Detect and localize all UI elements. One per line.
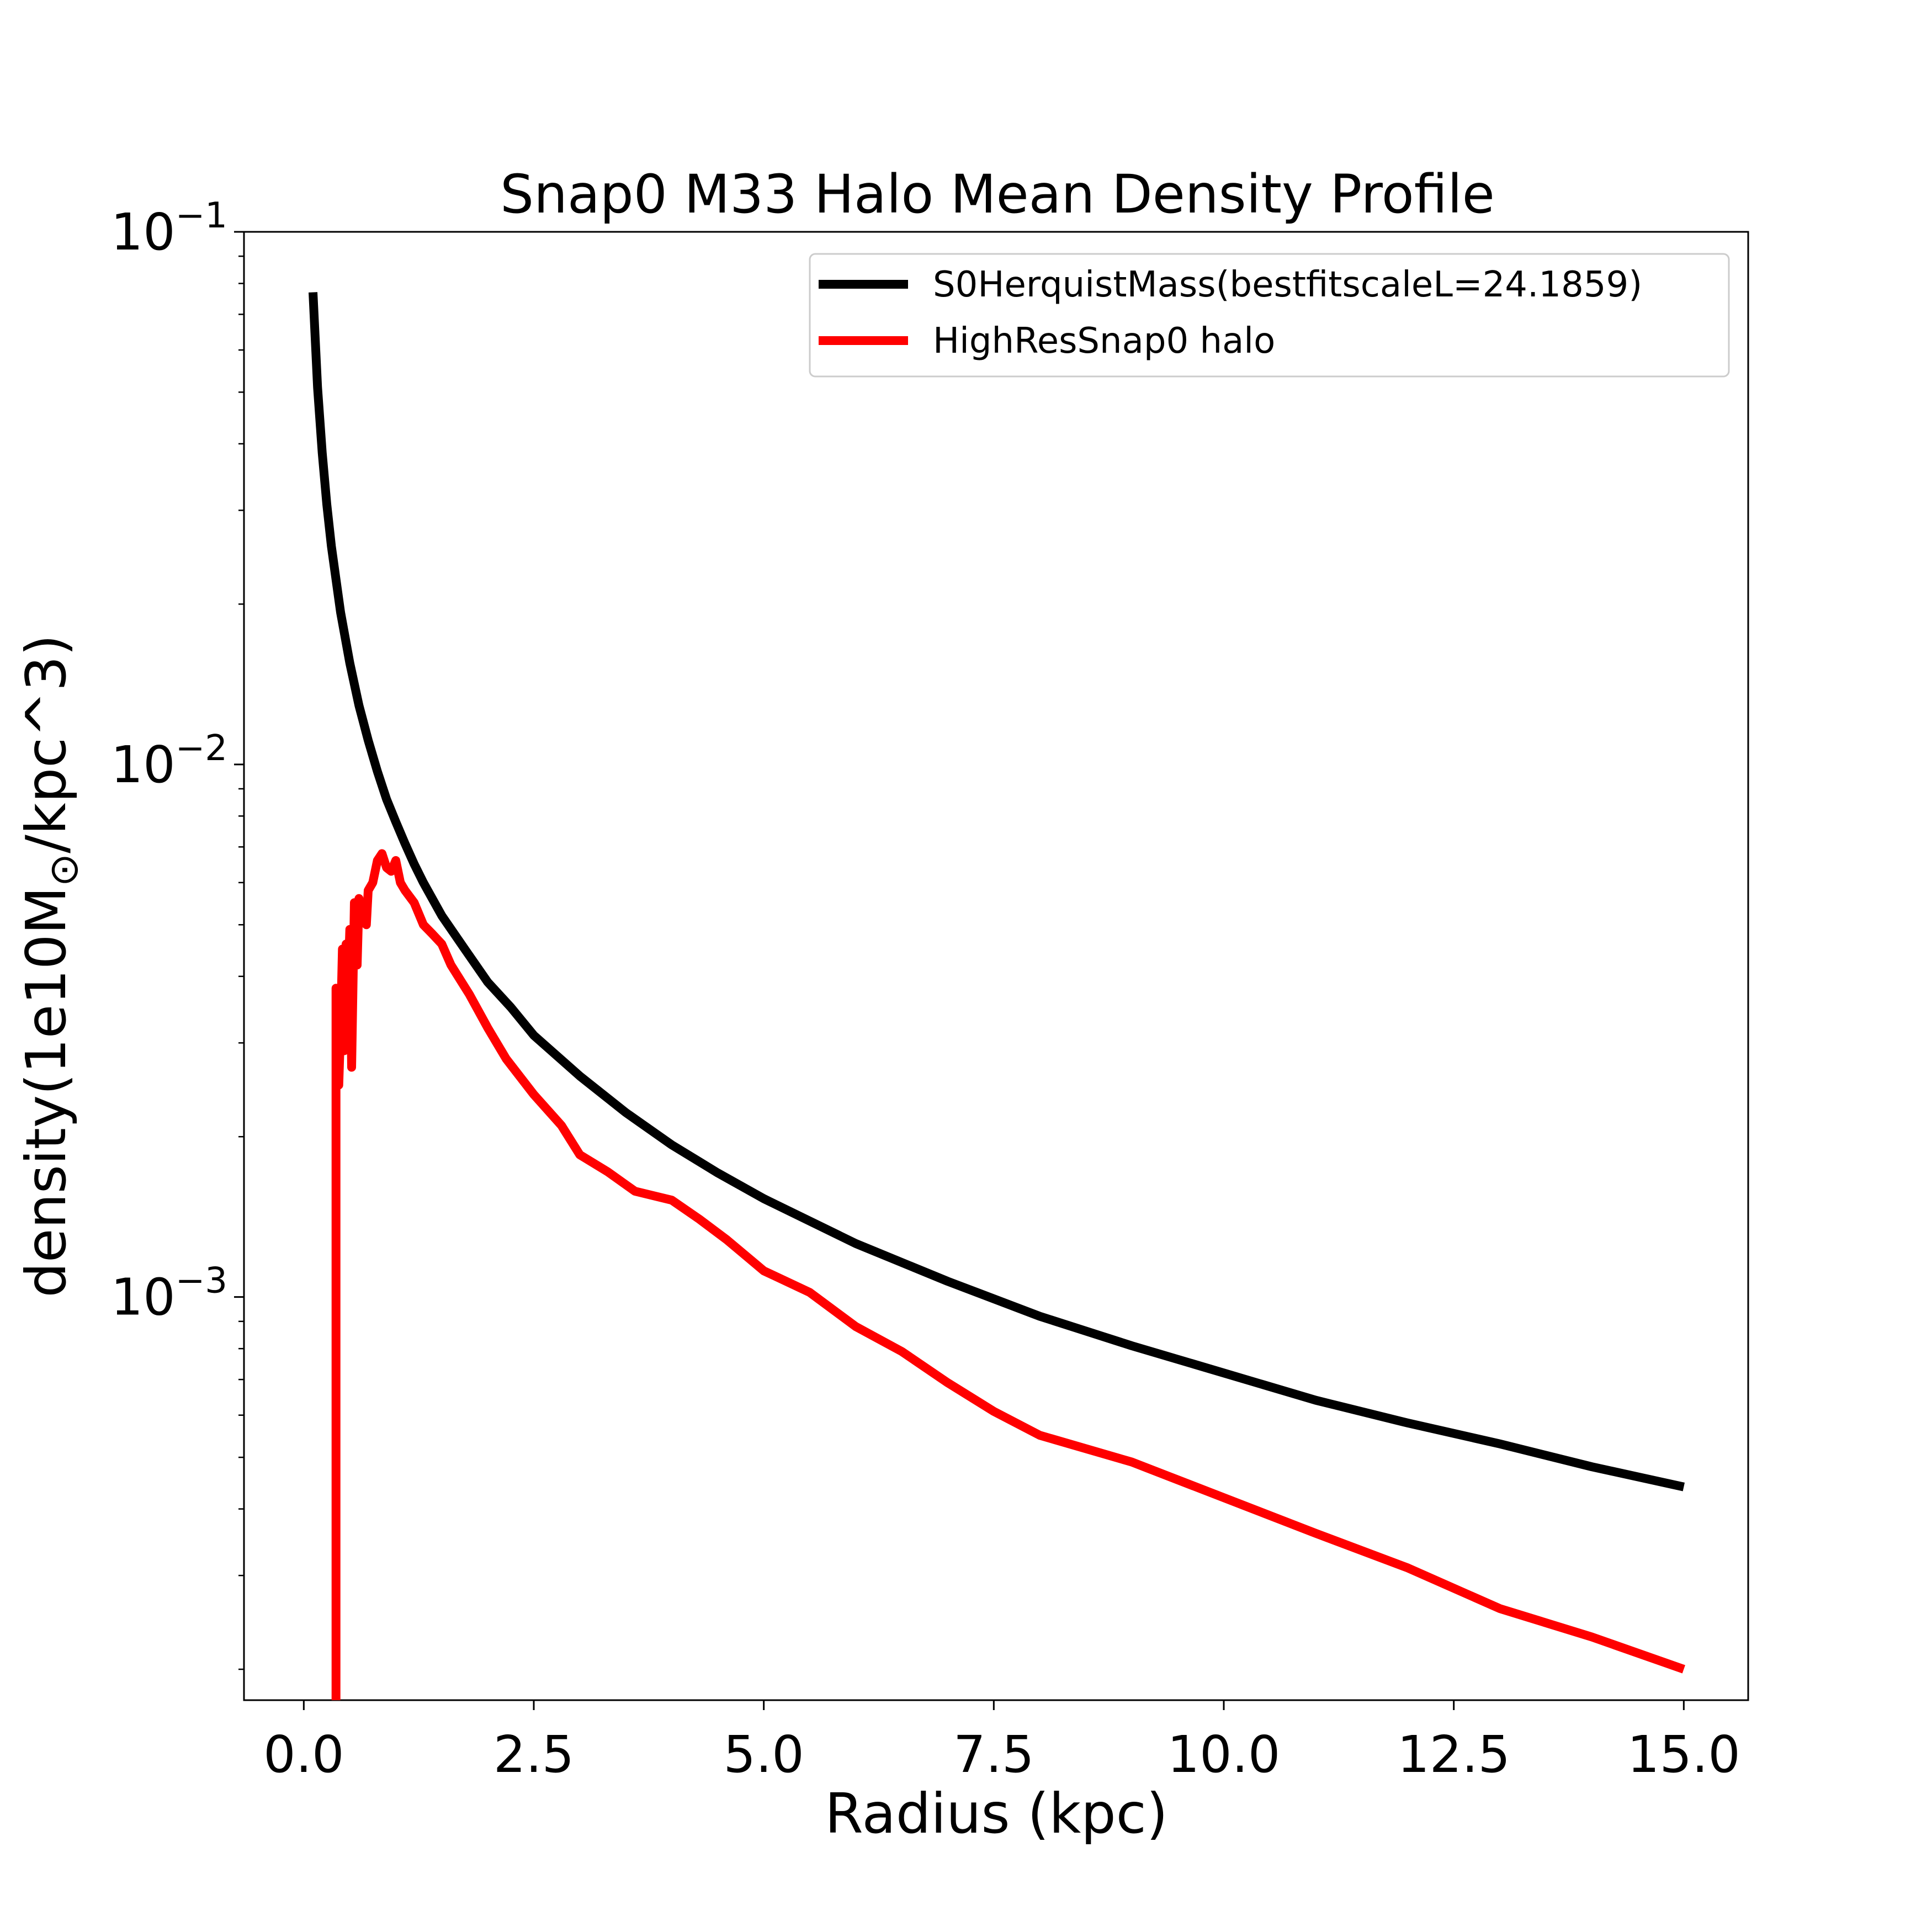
x-tick-label-5: 12.5 <box>1397 1725 1510 1784</box>
y-tick-base-0: 10 <box>111 203 176 262</box>
x-axis-ticks: 0.0 2.5 5.0 7.5 10.0 12.5 15.0 <box>263 1700 1740 1784</box>
x-tick-label-4: 10.0 <box>1167 1725 1281 1784</box>
legend-label-highres: HighResSnap0 halo <box>933 321 1275 362</box>
legend-box <box>809 253 1730 378</box>
y-tick-exponent-2: −3 <box>176 1261 227 1302</box>
series-line-0 <box>309 292 1685 1492</box>
series-line-1 <box>331 849 1685 1700</box>
y-axis-label-suffix: /kpc^3) <box>14 634 78 853</box>
y-tick-base-1: 10 <box>111 735 176 794</box>
y-tick-base-2: 10 <box>111 1268 176 1327</box>
y-axis-ticks: 10−110−210−3 <box>111 195 244 1670</box>
x-tick-label-6: 15.0 <box>1627 1725 1740 1784</box>
y-tick-exponent-1: −2 <box>176 728 227 769</box>
y-axis-label-prefix: density(1e10M <box>14 887 78 1297</box>
x-tick-label-0: 0.0 <box>263 1725 344 1784</box>
x-tick-label-1: 2.5 <box>493 1725 574 1784</box>
x-tick-label-2: 5.0 <box>724 1725 804 1784</box>
y-tick-label-0: 10−1 <box>111 195 227 262</box>
legend: S0HerquistMass(bestfitscaleL=24.1859) Hi… <box>809 253 1730 378</box>
axes-frame <box>243 231 1749 1701</box>
y-axis-label-subscript: ⊙ <box>40 853 87 887</box>
legend-label-herquist: S0HerquistMass(bestfitscaleL=24.1859) <box>933 264 1642 305</box>
y-tick-label-2: 10−3 <box>111 1261 227 1327</box>
series-layer <box>309 292 1685 1700</box>
y-tick-exponent-0: −1 <box>176 195 227 236</box>
plot-area: 0.0 2.5 5.0 7.5 10.0 12.5 15.0 10−110−210−3 <box>111 195 1749 1784</box>
y-tick-label-1: 10−2 <box>111 728 227 794</box>
x-tick-label-3: 7.5 <box>953 1725 1034 1784</box>
y-axis-label: density(1e10M⊙/kpc^3) <box>14 634 87 1297</box>
x-axis-label: Radius (kpc) <box>825 1781 1167 1846</box>
chart-title: Snap0 M33 Halo Mean Density Profile <box>500 163 1495 225</box>
